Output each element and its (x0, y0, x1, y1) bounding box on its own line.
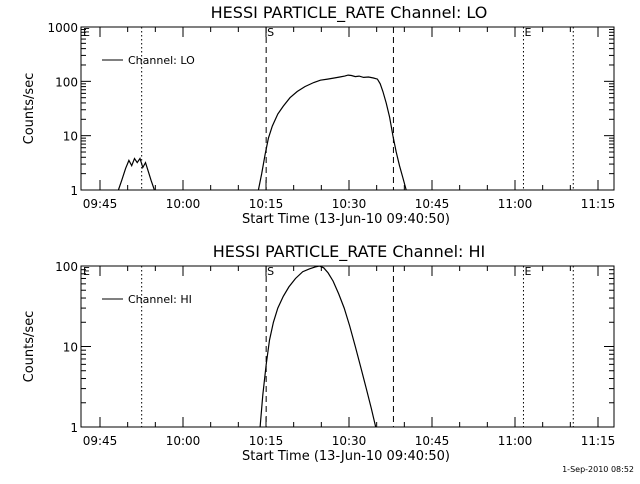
x-tick-label: 10:15 (249, 434, 284, 448)
x-tick-label: 10:00 (166, 197, 201, 211)
y-tick-label: 1 (70, 184, 78, 198)
x-tick-label: 10:00 (166, 434, 201, 448)
x-tick-label: 10:45 (415, 197, 450, 211)
y-tick-label: 1 (70, 421, 78, 435)
x-tick-label: 10:45 (415, 434, 450, 448)
chart-title: HESSI PARTICLE_RATE Channel: HI (213, 242, 486, 262)
x-tick-label: 10:15 (249, 197, 284, 211)
chart-panel-2: HESSI PARTICLE_RATE Channel: HI 1 10 100 09:… (22, 242, 615, 464)
chart-title: HESSI PARTICLE_RATE Channel: LO (211, 3, 488, 23)
timestamp-text: 1-Sep-2010 08:52 (562, 465, 634, 474)
y-axis-label: Counts/sec (22, 73, 37, 145)
y-tick-label: 100 (55, 75, 78, 89)
time-marker-label: S (267, 265, 274, 278)
edge-marker-label: E (83, 265, 90, 278)
series-line (117, 157, 155, 190)
x-axis-label: Start Time (13-Jun-10 09:40:50) (242, 449, 450, 464)
x-tick-label: 10:30 (332, 434, 367, 448)
plot-frame (80, 26, 615, 191)
edge-marker-label: E (83, 26, 90, 39)
time-marker-label: S (267, 26, 274, 39)
time-marker-label: E (524, 26, 531, 39)
x-tick-label: 10:30 (332, 197, 367, 211)
y-axis-label: Counts/sec (22, 311, 37, 383)
y-tick-label: 100 (55, 260, 78, 274)
series-line (259, 266, 377, 427)
x-tick-label: 11:15 (581, 434, 616, 448)
x-axis-label: Start Time (13-Jun-10 09:40:50) (242, 212, 450, 227)
legend-label: Channel: HI (128, 293, 192, 306)
x-tick-label: 11:00 (498, 434, 533, 448)
chart-panel-1: HESSI PARTICLE_RATE Channel: LO 1 10 100 100… (22, 3, 615, 227)
x-tick-label: 11:15 (581, 197, 616, 211)
plot-frame (80, 265, 615, 428)
y-tick-label: 10 (63, 341, 78, 355)
x-tick-label: 09:45 (83, 197, 118, 211)
time-marker-label: E (524, 265, 531, 278)
x-tick-label: 11:00 (498, 197, 533, 211)
y-tick-label: 10 (63, 130, 78, 144)
legend-label: Channel: LO (128, 54, 195, 67)
series-line (257, 74, 407, 190)
x-tick-label: 09:45 (83, 434, 118, 448)
y-tick-label: 1000 (47, 21, 78, 35)
